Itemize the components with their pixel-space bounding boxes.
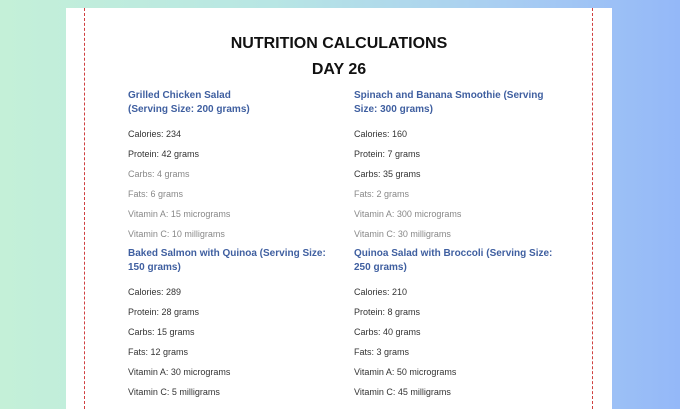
meal-section: Grilled Chicken Salad (Serving Size: 200 … <box>128 89 328 244</box>
nutrient-line: Protein: 42 grams <box>128 149 200 159</box>
nutrient-line: Vitamin C: 5 milligrams <box>128 387 220 397</box>
meal-serving: Size: 300 grams) <box>354 104 433 115</box>
meal-name: Spinach and Banana Smoothie (Serving <box>354 90 544 101</box>
meal-name: Baked Salmon with Quinoa (Serving Size: <box>128 248 326 259</box>
right-margin-line <box>592 8 593 409</box>
nutrient-line: Fats: 3 grams <box>354 347 410 357</box>
nutrient-line: Carbs: 35 grams <box>354 169 421 179</box>
nutrient-line: Calories: 160 <box>354 129 408 139</box>
nutrient-line: Fats: 6 grams <box>128 189 184 199</box>
nutrient-line: Vitamin C: 45 milligrams <box>354 387 451 397</box>
meal-heading: Baked Salmon with Quinoa (Serving Size: 1… <box>128 247 338 275</box>
nutrient-line: Vitamin A: 300 micrograms <box>354 209 462 219</box>
meal-section: Quinoa Salad with Broccoli (Serving Size… <box>354 247 564 402</box>
nutrient-line: Calories: 289 <box>128 287 182 297</box>
left-margin-line <box>84 8 85 409</box>
nutrient-line: Carbs: 15 grams <box>128 327 195 337</box>
nutrient-line: Vitamin A: 30 micrograms <box>128 367 231 377</box>
nutrient-line: Protein: 28 grams <box>128 307 200 317</box>
nutrient-line: Carbs: 4 grams <box>128 169 190 179</box>
nutrient-line: Vitamin A: 15 micrograms <box>128 209 231 219</box>
nutrient-line: Vitamin C: 10 milligrams <box>128 229 225 239</box>
nutrient-line: Protein: 7 grams <box>354 149 421 159</box>
nutrient-line: Fats: 12 grams <box>128 347 189 357</box>
nutrient-line: Vitamin A: 50 micrograms <box>354 367 457 377</box>
meal-heading: Spinach and Banana Smoothie (Serving Size… <box>354 89 564 117</box>
meal-serving: 250 grams) <box>354 262 407 273</box>
meal-heading: Grilled Chicken Salad (Serving Size: 200 … <box>128 89 328 117</box>
meal-section: Spinach and Banana Smoothie (Serving Size… <box>354 89 564 244</box>
nutrient-line: Carbs: 40 grams <box>354 327 421 337</box>
meal-name: Grilled Chicken Salad <box>128 90 231 101</box>
meal-section: Baked Salmon with Quinoa (Serving Size: 1… <box>128 247 338 402</box>
meal-serving: (Serving Size: 200 grams) <box>128 104 250 115</box>
nutrient-line: Vitamin C: 30 milligrams <box>354 229 451 239</box>
nutrient-line: Fats: 2 grams <box>354 189 410 199</box>
meal-serving: 150 grams) <box>128 262 181 273</box>
meal-heading: Quinoa Salad with Broccoli (Serving Size… <box>354 247 564 275</box>
document-title: NUTRITION CALCULATIONS <box>230 35 448 52</box>
document-page: NUTRITION CALCULATIONS DAY 26 Grilled Ch… <box>66 8 612 409</box>
nutrient-line: Calories: 234 <box>128 129 182 139</box>
nutrient-line: Calories: 210 <box>354 287 408 297</box>
nutrient-line: Protein: 8 grams <box>354 307 421 317</box>
meal-name: Quinoa Salad with Broccoli (Serving Size… <box>354 248 553 259</box>
document-subtitle: DAY 26 <box>311 61 367 78</box>
